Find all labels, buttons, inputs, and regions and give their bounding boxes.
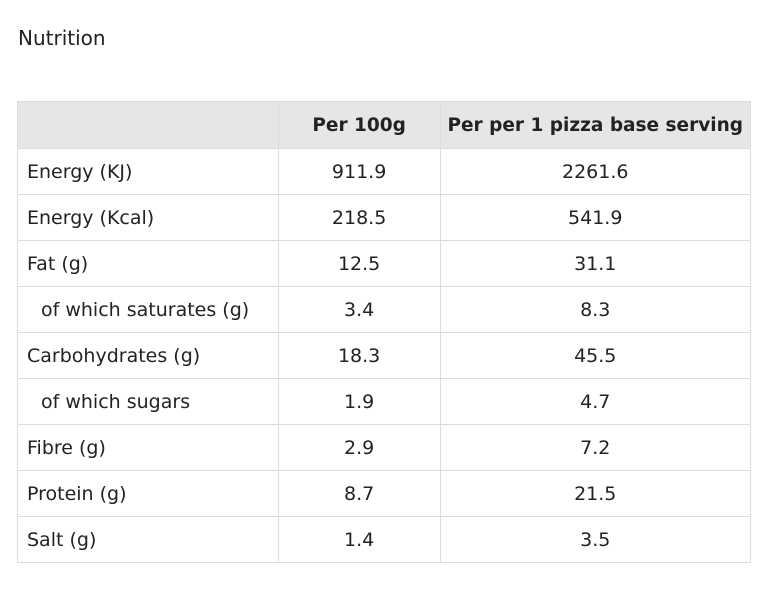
nutrient-label: Energy (KJ) (17, 148, 279, 195)
nutrient-label: Fat (g) (17, 240, 279, 287)
nutrient-value: 2261.6 (439, 148, 751, 195)
nutrient-value: 12.5 (277, 240, 441, 287)
table-row: Salt (g) 1.4 3.5 (17, 516, 751, 563)
nutrient-label: of which sugars (17, 378, 279, 425)
nutrient-value: 31.1 (439, 240, 751, 287)
header-cell: Per per 1 pizza base serving (439, 101, 751, 149)
nutrient-value: 7.2 (439, 424, 751, 471)
nutrient-value: 45.5 (439, 332, 751, 379)
nutrient-value: 1.9 (277, 378, 441, 425)
nutrient-label: of which saturates (g) (17, 286, 279, 333)
nutrient-value: 8.3 (439, 286, 751, 333)
nutrient-label: Energy (Kcal) (17, 194, 279, 241)
header-cell: Per 100g (277, 101, 441, 149)
table-row: Energy (KJ) 911.9 2261.6 (17, 148, 751, 195)
table-row: Energy (Kcal) 218.5 541.9 (17, 194, 751, 241)
table-body: Energy (KJ) 911.9 2261.6 Energy (Kcal) 218.5… (17, 148, 751, 563)
title: Nutrition (18, 26, 106, 50)
nutrient-value: 8.7 (277, 470, 441, 517)
table-row: Fat (g) 12.5 31.1 (17, 240, 751, 287)
nutrient-label: Carbohydrates (g) (17, 332, 279, 379)
table-row: of which saturates (g) 3.4 8.3 (17, 286, 751, 333)
nutrient-value: 21.5 (439, 470, 751, 517)
nutrient-value: 3.5 (439, 516, 751, 563)
table-row: Protein (g) 8.7 21.5 (17, 470, 751, 517)
table-row: Fibre (g) 2.9 7.2 (17, 424, 751, 471)
table-row: of which sugars 1.9 4.7 (17, 378, 751, 425)
nutrient-value: 18.3 (277, 332, 441, 379)
nutrient-label: Salt (g) (17, 516, 279, 563)
nutrient-value: 911.9 (277, 148, 441, 195)
nutrient-label: Protein (g) (17, 470, 279, 517)
header-cell (17, 101, 279, 149)
table-header: Per 100g Per per 1 pizza base serving (17, 101, 751, 149)
nutrient-value: 541.9 (439, 194, 751, 241)
nutrient-label: Fibre (g) (17, 424, 279, 471)
nutrition-table: Per 100g Per per 1 pizza base serving En… (17, 101, 751, 563)
nutrient-value: 2.9 (277, 424, 441, 471)
table-row: Carbohydrates (g) 18.3 45.5 (17, 332, 751, 379)
nutrient-value: 3.4 (277, 286, 441, 333)
nutrient-value: 1.4 (277, 516, 441, 563)
nutrient-value: 218.5 (277, 194, 441, 241)
header-row: Per 100g Per per 1 pizza base serving (17, 101, 751, 149)
nutrient-value: 4.7 (439, 378, 751, 425)
